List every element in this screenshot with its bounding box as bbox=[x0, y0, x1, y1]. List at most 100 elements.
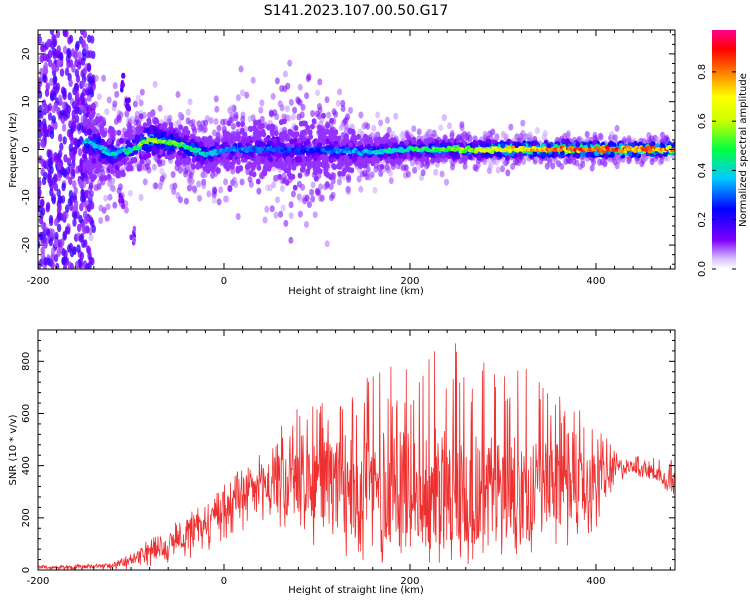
spectrogram-cell bbox=[250, 165, 256, 172]
spectrogram-cell bbox=[410, 159, 415, 167]
spectrogram-cell bbox=[71, 64, 76, 73]
spectrogram-cell bbox=[313, 175, 319, 182]
spectrogram-cell bbox=[48, 49, 53, 58]
spectrogram-cell bbox=[103, 175, 108, 181]
spectrogram-cell bbox=[277, 100, 283, 108]
spectrogram-cell bbox=[321, 139, 327, 146]
spectrogram-cell bbox=[208, 117, 214, 125]
spectrogram-cell bbox=[106, 155, 111, 162]
spectrogram-cell bbox=[86, 94, 92, 102]
spectrogram-cell bbox=[40, 251, 46, 260]
spectrogram-cell bbox=[51, 196, 56, 205]
spectrogram-cell bbox=[168, 121, 174, 128]
spectrogram-cell bbox=[559, 163, 565, 170]
spectrogram-cell bbox=[308, 133, 313, 140]
spectrogram-cell bbox=[297, 210, 303, 218]
spectrogram-cell bbox=[488, 162, 493, 170]
spectrogram-cell bbox=[107, 128, 113, 135]
spectrogram-cell bbox=[240, 115, 246, 123]
spectrogram-cell bbox=[145, 127, 151, 134]
spectrogram-cell bbox=[361, 159, 366, 166]
spectrogram-cell bbox=[315, 89, 321, 97]
spectrogram-cell bbox=[334, 135, 340, 142]
spectrogram-cell bbox=[584, 130, 590, 138]
spectrogram-cell bbox=[110, 177, 116, 185]
spectrogram-cell bbox=[614, 124, 620, 132]
spectrogram-cell bbox=[317, 78, 323, 86]
spectrogram-cell bbox=[263, 137, 269, 144]
spectrogram-cell bbox=[318, 183, 324, 191]
spectrogram-cell bbox=[310, 181, 316, 189]
spectrogram-cell bbox=[159, 167, 165, 175]
spectrogram-cell bbox=[297, 99, 303, 107]
spectrogram-cell bbox=[305, 138, 311, 145]
spectrogram-cell bbox=[288, 212, 294, 220]
spectrogram-cell bbox=[80, 94, 85, 103]
spectrogram-cell bbox=[459, 124, 465, 132]
spectrogram-cell bbox=[541, 133, 547, 141]
spectrogram-cell bbox=[52, 76, 57, 85]
spectrogram-cell bbox=[127, 189, 133, 197]
spectrogram-cell bbox=[151, 163, 157, 171]
spectrogram-cell bbox=[81, 79, 86, 88]
spectrogram-cell bbox=[62, 211, 67, 220]
spectrogram-cell bbox=[185, 117, 191, 125]
spectrogram-cell bbox=[476, 154, 482, 161]
spectrogram-cell bbox=[48, 238, 53, 247]
spectrogram-cell bbox=[266, 124, 271, 131]
spectrogram-cell bbox=[210, 166, 216, 173]
spectrogram-cell bbox=[329, 117, 334, 124]
spectrogram-cell bbox=[388, 177, 394, 185]
spectrogram-cell bbox=[341, 170, 346, 177]
spectrogram-cell bbox=[40, 207, 46, 216]
spectrogram-cell bbox=[260, 156, 265, 163]
spectrogram-cell bbox=[142, 122, 148, 129]
spectrogram-cell bbox=[68, 143, 74, 152]
spectrogram-cell bbox=[79, 203, 84, 212]
spectrogram-cell bbox=[77, 148, 83, 157]
spectrogram-cell bbox=[311, 118, 317, 125]
spectrogram-cell bbox=[142, 154, 148, 160]
spectrogram-cell bbox=[107, 137, 112, 144]
spectrogram-cell bbox=[574, 159, 580, 167]
spectrogram-cell bbox=[283, 146, 288, 151]
spectrogram-cell bbox=[44, 88, 50, 98]
spectrogram-cell bbox=[463, 154, 469, 161]
spectrogram-cell bbox=[284, 105, 290, 113]
spectrogram-cell bbox=[575, 141, 581, 148]
spectrogram-cell bbox=[329, 136, 335, 142]
spectrogram-cell bbox=[99, 124, 105, 131]
spectrogram-cell bbox=[626, 157, 632, 165]
spectrogram-cell bbox=[60, 238, 65, 247]
spectrogram-cell bbox=[195, 162, 201, 169]
spectrogram-cell bbox=[256, 187, 262, 195]
spectrogram-cell bbox=[65, 204, 70, 213]
spectrogram-cell bbox=[109, 184, 115, 192]
spectrogram-cell bbox=[379, 163, 385, 170]
spectrogram-cell bbox=[88, 256, 93, 265]
spectrogram-cell bbox=[255, 178, 261, 185]
spectrogram-cell bbox=[256, 164, 262, 171]
spectrogram-cell bbox=[81, 48, 87, 57]
spectrogram-cell bbox=[223, 178, 229, 186]
spectrogram-cell bbox=[235, 213, 241, 220]
spectrogram-cell bbox=[500, 165, 505, 173]
spectrogram-cell bbox=[139, 88, 145, 96]
spectrogram-cell bbox=[467, 153, 473, 160]
spectrogram-cell bbox=[79, 251, 85, 261]
spectrogram-cell bbox=[59, 68, 65, 77]
spectrogram-cell bbox=[534, 127, 540, 134]
spectrogram-cell bbox=[61, 256, 66, 266]
spectrogram-cell bbox=[374, 139, 379, 146]
spectrogram-cell bbox=[292, 184, 298, 191]
spectrogram-cell bbox=[81, 39, 86, 48]
spectrogram-cell bbox=[53, 238, 59, 248]
spectrogram-cell bbox=[373, 131, 379, 139]
spectrogram-cell bbox=[329, 157, 334, 164]
spectrogram-cell bbox=[158, 123, 164, 130]
spectrogram-cell bbox=[238, 65, 244, 73]
spectrogram-cell bbox=[122, 157, 127, 164]
spectrogram-cell bbox=[48, 217, 54, 227]
spectrogram-cell bbox=[123, 206, 129, 214]
spectrogram-cell bbox=[304, 221, 309, 228]
